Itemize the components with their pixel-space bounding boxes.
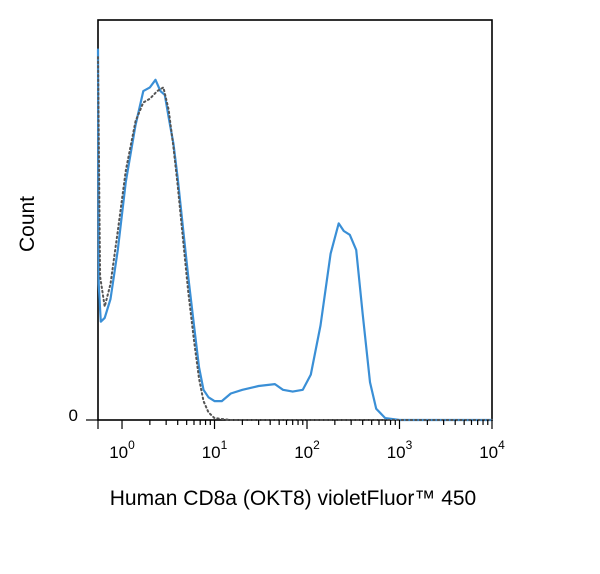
x-tick-label: 102 bbox=[294, 438, 320, 462]
x-tick-label: 104 bbox=[479, 438, 505, 462]
x-tick-label: 100 bbox=[109, 438, 135, 462]
y-tick-label: 0 bbox=[69, 406, 78, 425]
tick-label-layer: 100 101 102 103 104 0 bbox=[69, 406, 506, 462]
x-tick-label: 103 bbox=[387, 438, 413, 462]
stained-series-line bbox=[96, 48, 494, 422]
tick-layer bbox=[86, 419, 493, 429]
x-tick-label: 101 bbox=[202, 438, 228, 462]
series-layer bbox=[96, 48, 494, 422]
plot-frame bbox=[97, 19, 493, 421]
y-axis-title: Count bbox=[16, 196, 39, 252]
x-axis-title: Human CD8a (OKT8) violetFluor™ 450 bbox=[110, 487, 476, 510]
control-series-line bbox=[97, 56, 493, 421]
